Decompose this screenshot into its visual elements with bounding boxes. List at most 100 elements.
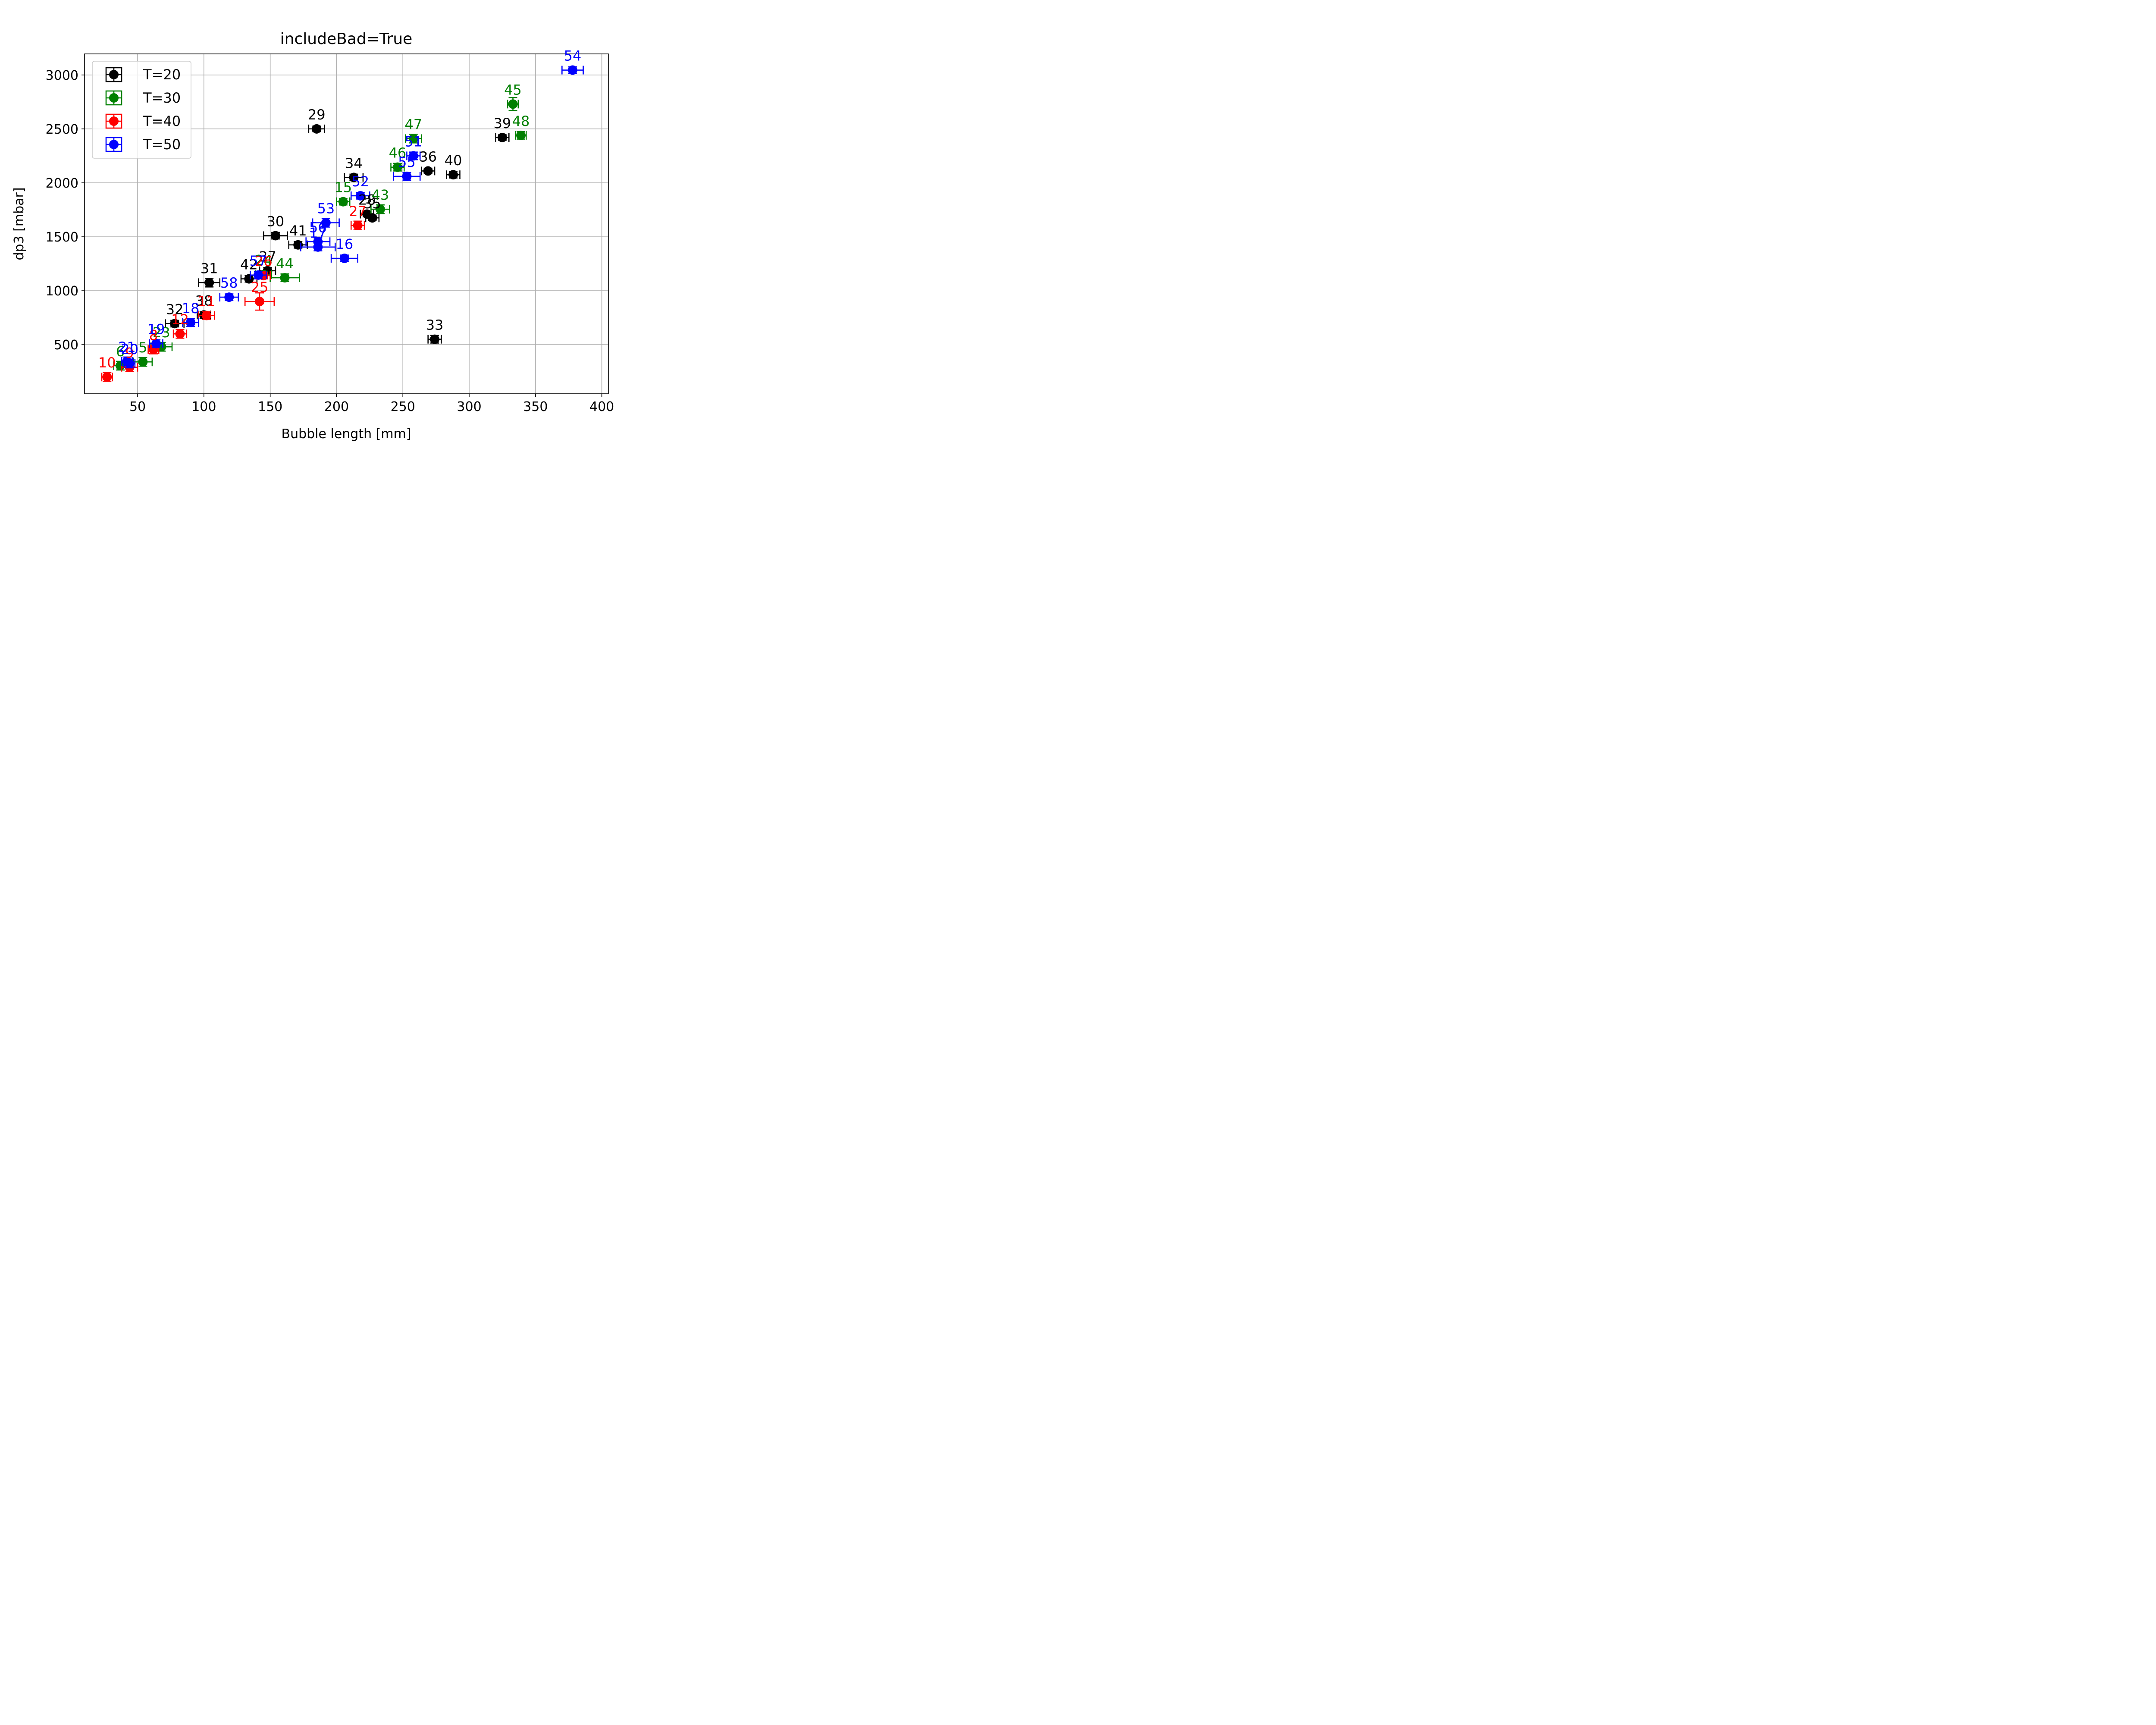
y-tick-label: 3000 xyxy=(46,68,78,83)
legend: T=20 T=30 T=40 T=50 xyxy=(92,61,191,159)
point-label: 54 xyxy=(564,48,582,64)
data-point xyxy=(201,310,211,320)
data-point xyxy=(280,273,290,283)
point-label: 57 xyxy=(250,253,267,269)
data-point xyxy=(353,220,363,230)
y-axis-label: dp3 [mbar] xyxy=(12,187,27,260)
x-tick-label: 100 xyxy=(191,399,216,414)
y-tick-label: 1500 xyxy=(46,230,78,245)
x-tick-label: 150 xyxy=(258,399,282,414)
point-label: 45 xyxy=(504,82,522,98)
legend-label: T=20 xyxy=(143,66,181,83)
points-layer xyxy=(101,65,584,382)
data-point xyxy=(508,99,518,109)
data-point xyxy=(224,292,234,302)
data-point xyxy=(125,358,135,368)
point-label: 41 xyxy=(289,223,307,239)
data-point xyxy=(253,270,263,280)
point-label: 29 xyxy=(308,107,326,123)
point-label: 24 xyxy=(255,252,273,269)
point-label: 19 xyxy=(147,321,165,338)
legend-entry: T=40 xyxy=(105,113,181,129)
point-label: 25 xyxy=(251,279,269,295)
point-label: 20 xyxy=(121,341,138,358)
legend-label: T=50 xyxy=(143,136,181,153)
legend-marker xyxy=(109,70,119,79)
data-point xyxy=(102,372,112,382)
point-label: 31 xyxy=(201,260,218,276)
point-label: 18 xyxy=(182,300,200,317)
point-label: 53 xyxy=(317,200,335,216)
data-point xyxy=(567,65,577,75)
data-point xyxy=(293,240,303,250)
legend-entry: T=30 xyxy=(105,90,181,106)
data-point xyxy=(338,197,348,207)
data-point xyxy=(367,213,377,223)
data-point xyxy=(448,170,458,180)
legend-entry: T=50 xyxy=(105,136,181,153)
point-label: 39 xyxy=(494,115,511,132)
legend-marker xyxy=(109,116,119,126)
point-label: 37 xyxy=(259,248,276,265)
plot-frame xyxy=(84,53,609,394)
data-point xyxy=(408,151,418,161)
legend-marker xyxy=(109,140,119,149)
point-label: 55 xyxy=(398,154,416,170)
point-label: 40 xyxy=(445,152,462,169)
point-label: 48 xyxy=(512,113,530,129)
legend-entry: T=20 xyxy=(105,66,181,83)
data-point xyxy=(402,171,412,181)
data-point xyxy=(244,274,254,284)
point-label: 21 xyxy=(118,339,136,355)
data-point xyxy=(186,317,196,327)
point-label: 44 xyxy=(276,255,294,272)
series-t-50 xyxy=(121,65,584,369)
data-point xyxy=(355,191,365,201)
point-label: 6 xyxy=(116,343,125,360)
point-label: 16 xyxy=(336,236,354,252)
point-label: 8 xyxy=(149,327,158,343)
x-axis-label: Bubble length [mm] xyxy=(281,427,411,442)
point-label: 23 xyxy=(153,324,170,341)
data-point xyxy=(138,357,148,367)
data-point xyxy=(312,124,322,134)
data-point xyxy=(392,162,402,172)
data-point xyxy=(321,218,331,228)
point-label: 56 xyxy=(309,219,327,235)
point-label: 32 xyxy=(166,301,184,317)
data-point xyxy=(270,231,280,241)
y-tick-label: 1000 xyxy=(46,284,78,299)
point-label: 34 xyxy=(345,155,363,171)
point-label: 17 xyxy=(309,225,327,241)
point-label: 51 xyxy=(404,133,422,150)
point-label: 15 xyxy=(334,179,352,196)
y-tick-label: 2000 xyxy=(46,176,78,191)
x-tick-label: 200 xyxy=(324,399,349,414)
point-label: 5 xyxy=(138,339,147,356)
point-label: 11 xyxy=(198,293,216,310)
y-tick-label: 500 xyxy=(54,338,78,353)
point-label: 12 xyxy=(171,311,189,328)
point-label: 30 xyxy=(267,213,285,230)
chart-root: 50 100 150 200 250 300 350 400 500 1000 1500 2000 25… xyxy=(0,0,667,445)
point-label: 33 xyxy=(426,317,444,333)
y-tick-label: 2500 xyxy=(46,122,78,137)
chart-title: includeBad=True xyxy=(280,30,413,48)
point-label: 10 xyxy=(98,354,116,371)
data-point xyxy=(175,329,185,339)
legend-marker xyxy=(109,93,119,103)
x-tick-label: 400 xyxy=(589,399,614,414)
point-label: 35 xyxy=(364,195,381,212)
x-tick-label: 50 xyxy=(129,399,146,414)
legend-box xyxy=(92,61,191,159)
data-point xyxy=(497,132,507,142)
point-label: 36 xyxy=(419,148,437,165)
point-label: 46 xyxy=(389,145,407,161)
data-point xyxy=(339,254,349,263)
point-label: 47 xyxy=(404,116,422,132)
data-point xyxy=(349,172,359,182)
data-point xyxy=(313,242,323,252)
point-label: 43 xyxy=(372,187,389,203)
point-label: 38 xyxy=(195,292,213,309)
